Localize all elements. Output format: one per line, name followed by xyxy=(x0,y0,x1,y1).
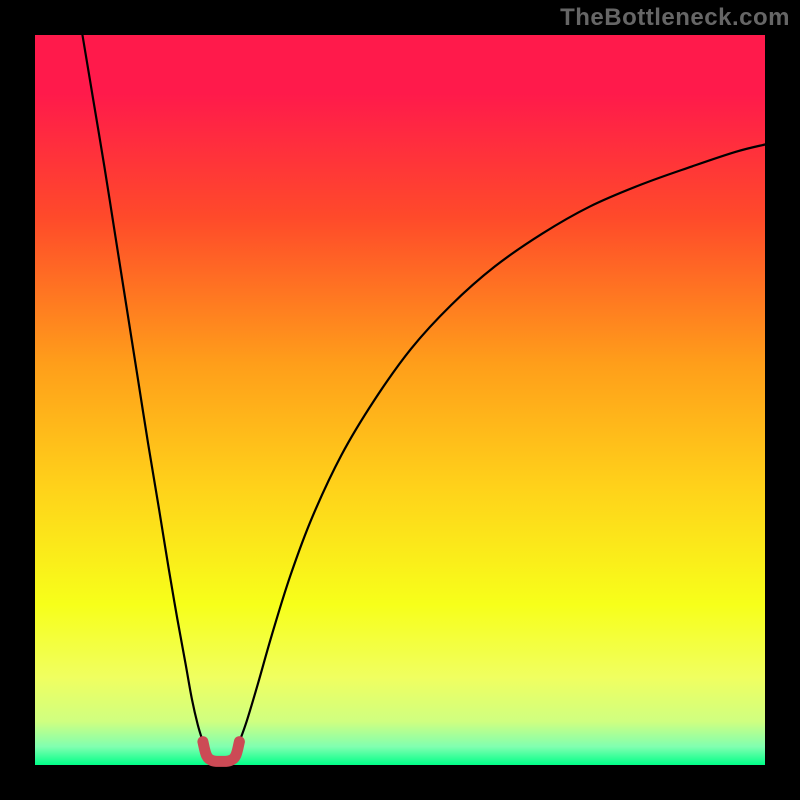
curve-left xyxy=(82,35,202,742)
watermark-text: TheBottleneck.com xyxy=(560,4,790,32)
chart-root: TheBottleneck.com xyxy=(0,0,800,800)
highlight-dip xyxy=(203,742,240,762)
curve-right xyxy=(239,145,765,742)
plot-area xyxy=(35,35,765,765)
curve-layer xyxy=(35,35,765,765)
